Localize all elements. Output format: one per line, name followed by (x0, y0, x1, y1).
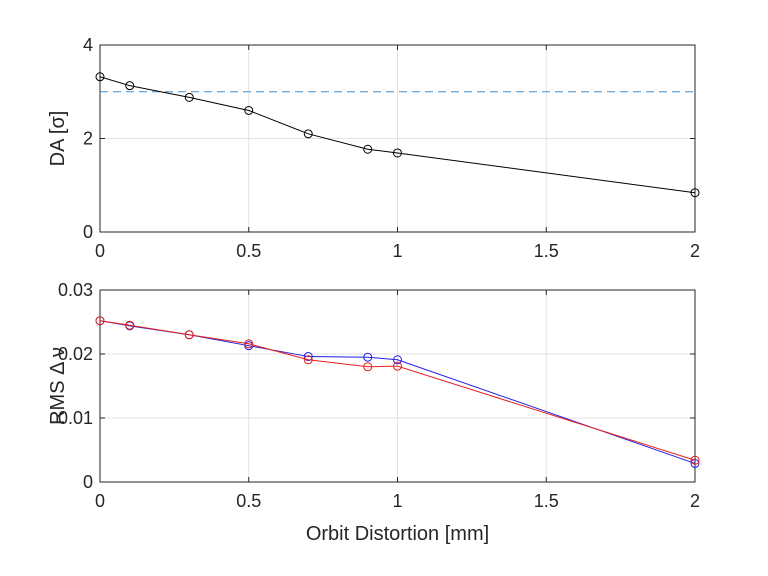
data-point (303, 352, 313, 362)
y-tick-label: 2 (83, 129, 93, 149)
y-axis-label: DA [σ] (47, 111, 69, 167)
data-point (393, 148, 402, 158)
data-point (690, 458, 700, 468)
data-point (95, 72, 105, 82)
data-point (303, 355, 313, 365)
series-line (99, 320, 696, 461)
x-tick-label: 1 (392, 491, 402, 511)
y-tick-label: 4 (83, 35, 93, 55)
series-line (99, 76, 696, 194)
da-panel: 0 0.5 1 1.5 2 0 2 4 DA [σ] (47, 35, 700, 261)
x-tick-label: 0 (95, 491, 105, 511)
data-point (690, 188, 700, 198)
data-point (244, 105, 254, 115)
series-line (99, 320, 696, 464)
y-axis-label: RMS Δ ν (47, 347, 69, 425)
y-tick-label: 0.03 (58, 280, 93, 300)
data-point (393, 355, 402, 365)
y-tick-label: 0.02 (58, 344, 93, 364)
x-tick-label: 2 (690, 241, 700, 261)
x-tick-label: 0.5 (236, 491, 261, 511)
rms-tune-panel: 0 0.5 1 1.5 2 0 0.01 0.02 0.03 RMS Δ ν Orbit Disto… (47, 280, 700, 545)
x-axis-label: Orbit Distortion [mm] (306, 523, 489, 545)
x-tick-label: 1 (392, 241, 402, 261)
data-point (184, 92, 194, 102)
data-point (363, 144, 373, 154)
data-point (125, 81, 135, 91)
data-point (125, 320, 135, 330)
x-tick-label: 1.5 (534, 241, 559, 261)
data-point (690, 455, 700, 465)
data-point (303, 129, 313, 139)
x-tick-label: 0.5 (236, 241, 261, 261)
y-tick-label: 0 (83, 222, 93, 242)
data-point (363, 352, 373, 362)
data-point (95, 316, 105, 326)
data-point (363, 362, 373, 372)
y-tick-label: 0 (83, 472, 93, 492)
y-tick-label: 0.01 (58, 408, 93, 428)
data-point (244, 339, 254, 349)
data-point (184, 330, 194, 340)
x-tick-label: 2 (690, 491, 700, 511)
x-tick-label: 1.5 (534, 491, 559, 511)
data-point (393, 361, 402, 371)
x-tick-label: 0 (95, 241, 105, 261)
